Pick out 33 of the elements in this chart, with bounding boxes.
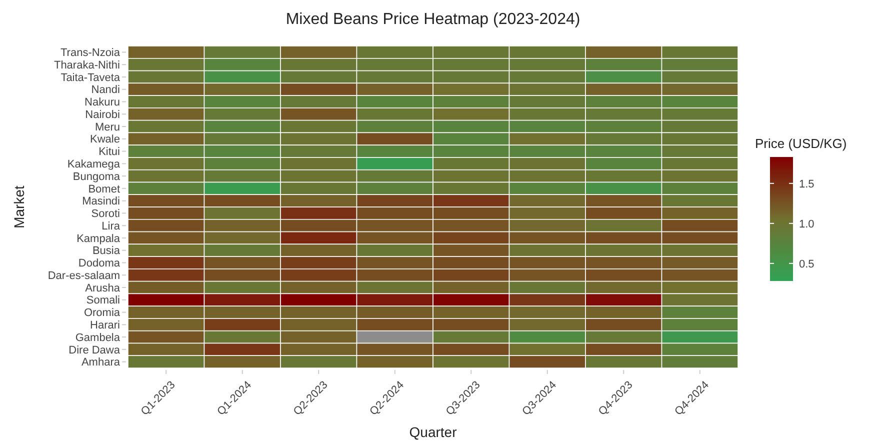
color-bar-label: 1.0: [799, 218, 814, 230]
y-tick-label: Soroti: [91, 208, 120, 220]
y-tick-label: Harari: [90, 320, 120, 332]
y-tick-label: Kwale: [90, 134, 120, 146]
color-bar-label: 1.5: [799, 178, 814, 190]
chart-title: Mixed Beans Price Heatmap (2023-2024): [286, 11, 580, 28]
y-tick-label: Nandi: [91, 84, 120, 96]
y-tick-label: Amhara: [81, 356, 121, 369]
y-tick-label: Tharaka-Nithi: [54, 59, 120, 72]
y-tick-label: Trans-Nzoia: [60, 47, 121, 60]
y-tick-label: Dar-es-salaam: [48, 270, 120, 282]
y-tick-label: Masindi: [82, 196, 120, 208]
y-tick-label: Kampala: [76, 232, 121, 245]
y-tick-label: Dire Dawa: [68, 344, 121, 356]
y-tick-label: Bungoma: [72, 170, 121, 183]
color-bar-title: Price (USD/KG): [755, 136, 847, 151]
x-axis-title: Quarter: [409, 424, 458, 440]
y-tick-label: Nairobi: [85, 108, 120, 121]
y-tick-label: Gambela: [75, 332, 121, 344]
y-tick-label: Nakuru: [84, 96, 120, 109]
y-tick-label: Oromia: [84, 307, 121, 320]
y-tick-label: Somali: [86, 294, 120, 307]
y-tick-label: Kitui: [98, 146, 120, 158]
y-tick-label: Taita-Taveta: [60, 72, 121, 84]
y-tick-label: Lira: [102, 220, 121, 232]
y-axis-title: Market: [11, 186, 27, 228]
y-tick-label: Kakamega: [67, 158, 121, 171]
y-tick-label: Arusha: [85, 282, 121, 294]
y-tick-label: Bomet: [88, 183, 120, 196]
color-bar-label: 0.5: [799, 258, 814, 270]
y-tick-label: Dodoma: [78, 258, 121, 270]
y-tick-label: Busia: [92, 245, 121, 258]
y-tick-label: Meru: [94, 121, 120, 134]
